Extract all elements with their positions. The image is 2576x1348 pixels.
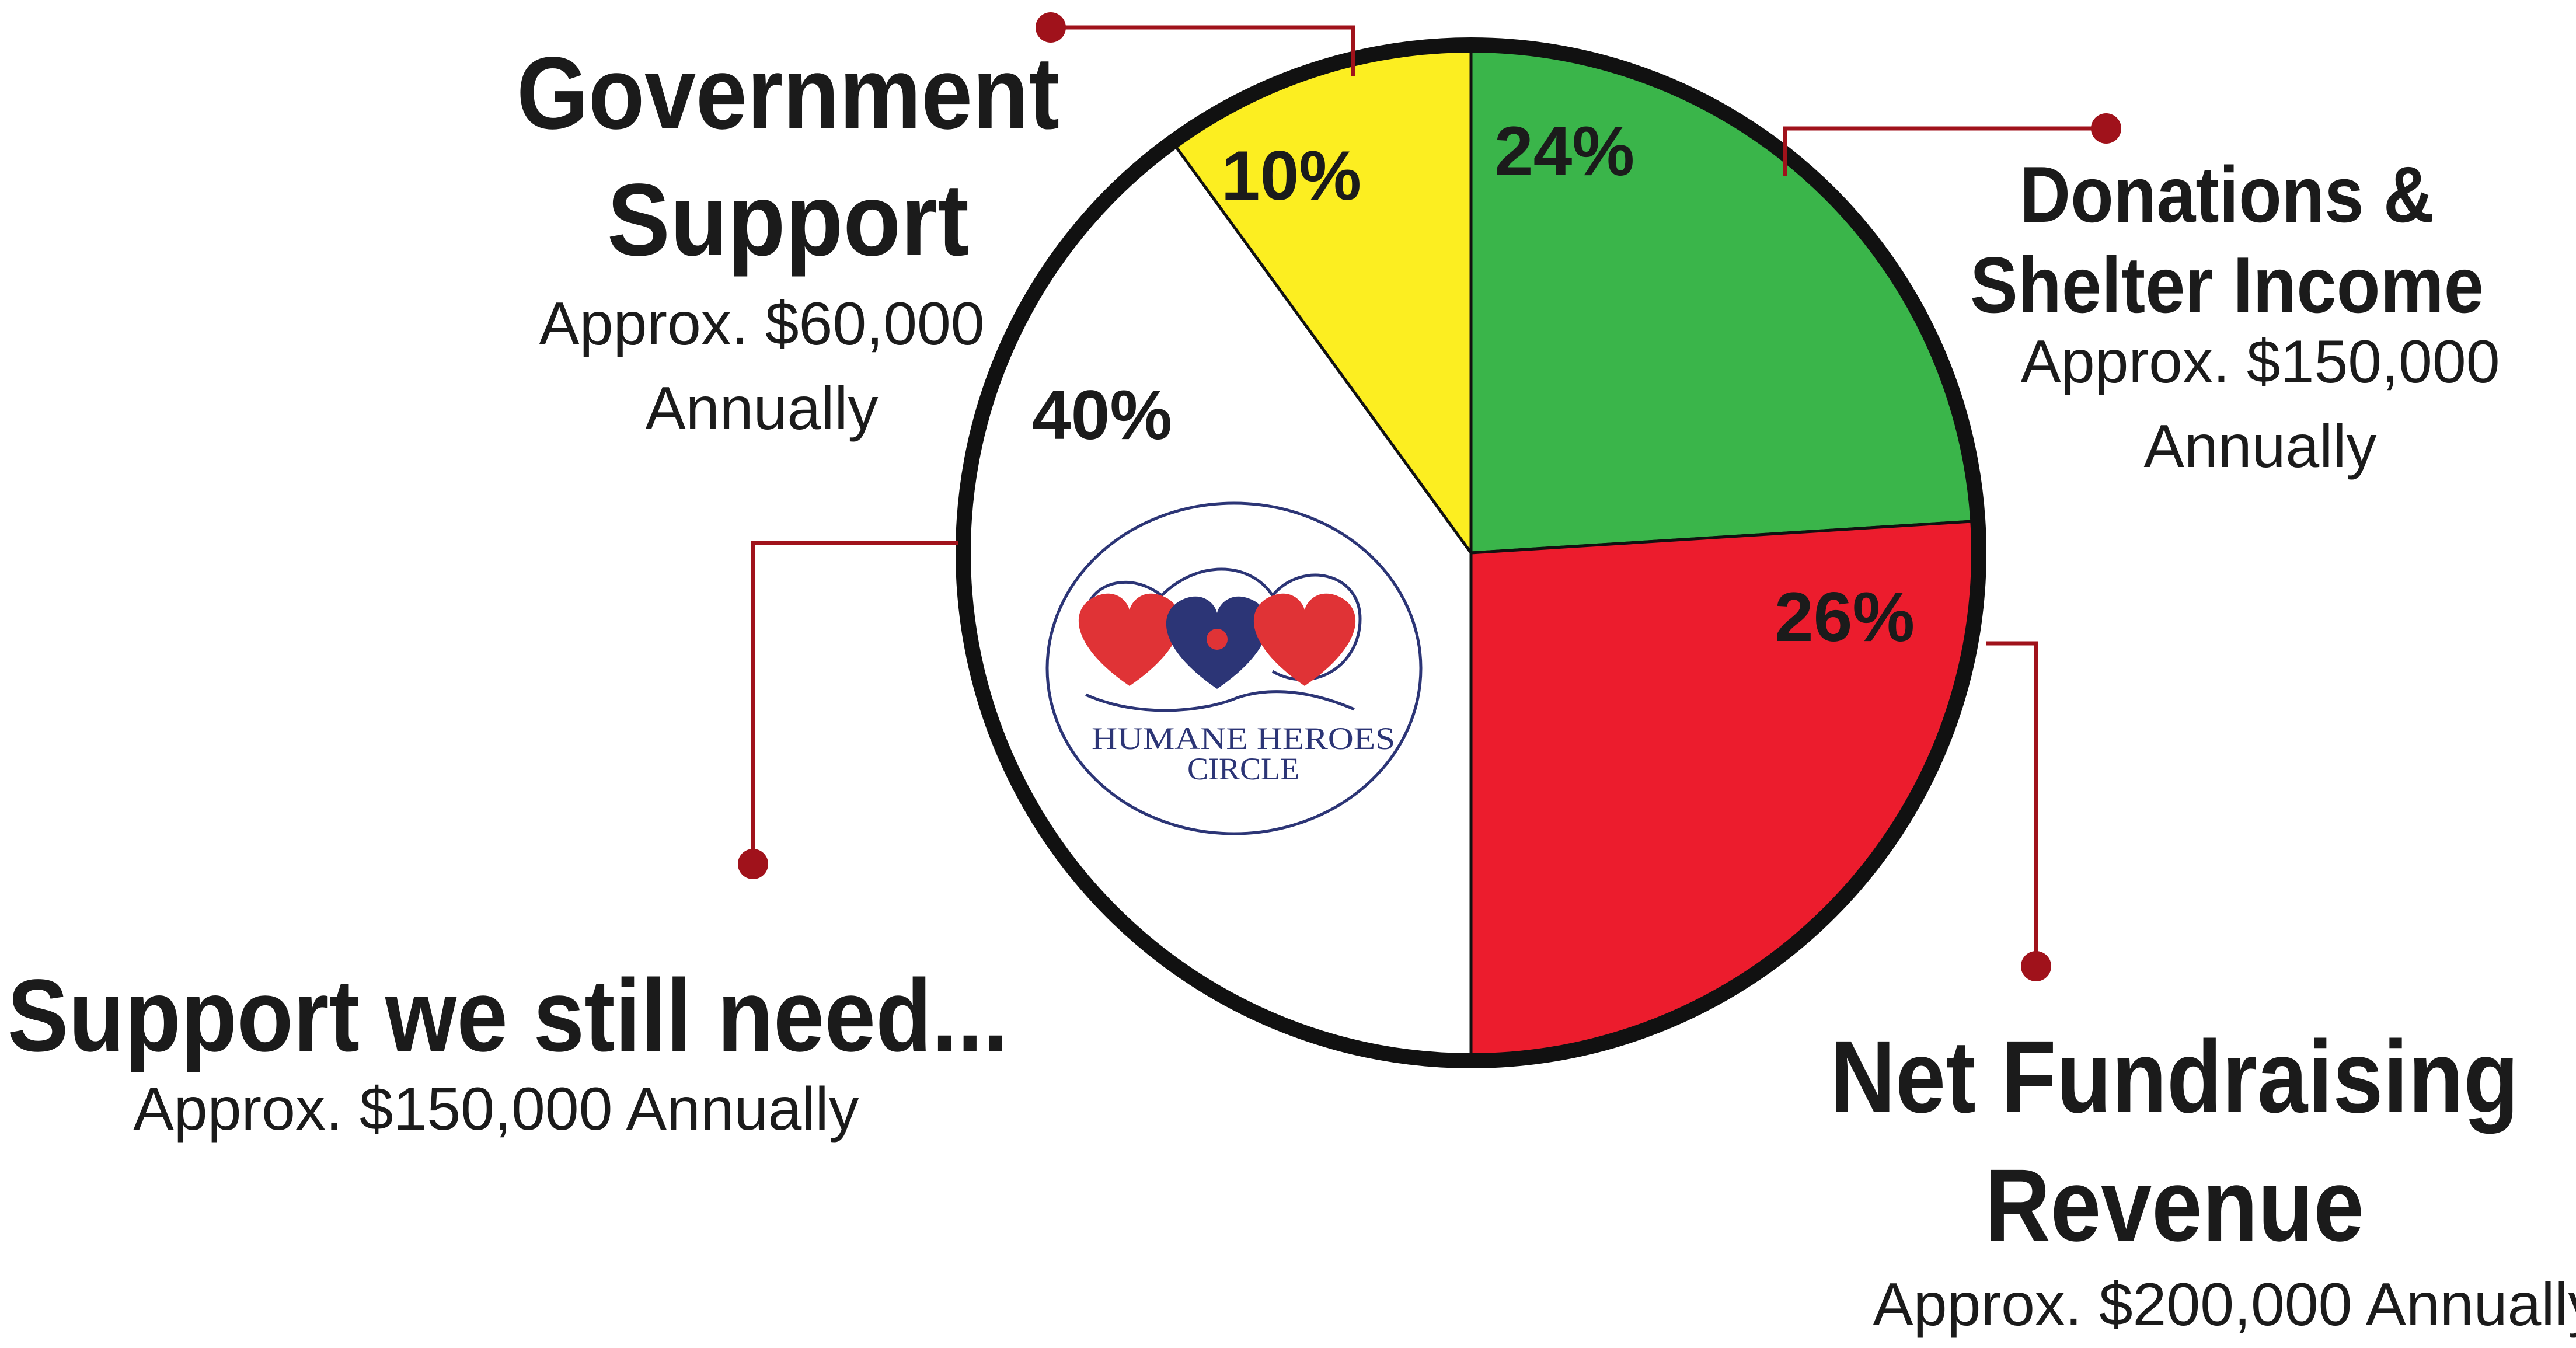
label-donations-title-1: Donations & [2020,150,2434,239]
logo-ring [1045,501,1423,835]
label-donations-detail-2: Annually [2144,413,2377,480]
logo-underline [1085,690,1355,712]
leader-dot-fundraising [2021,951,2051,981]
leader-line-donations [1783,126,2106,176]
label-government-title-2: Support [607,163,969,277]
leader-line-government [1051,25,1355,76]
leader-dot-need [738,849,768,879]
label-government: Government Support Approx. $60,000 Annua… [517,36,1059,443]
label-government-title-1: Government [517,36,1059,151]
logo-paw-pad-icon [1207,629,1228,650]
label-fundraising-title-1: Net Fundraising [1830,1020,2519,1134]
label-need-title-1: Support we still need... [8,959,1009,1073]
label-need-detail-1: Approx. $150,000 Annually [133,1075,859,1143]
logo-heart-dog-icon [1078,593,1181,686]
pie-slices [961,43,1981,1063]
logo-heart-cat-icon [1253,593,1356,686]
pct-label-need: 40% [1032,376,1172,454]
leader-line-need [751,541,958,864]
label-donations-title-2: Shelter Income [1970,241,2484,329]
logo-text-line1: HUMANE HEROES [1092,721,1395,756]
pie-outline [956,37,1986,1068]
label-fundraising-title-2: Revenue [1985,1148,2364,1263]
label-donations-detail-1: Approx. $150,000 [2020,328,2500,396]
pct-label-fundraising: 26% [1775,578,1915,656]
leader-line-fundraising [1986,641,2038,966]
leader-dot-donations [2091,113,2121,144]
logo-swirl [1084,567,1362,681]
label-need: Support we still need... Approx. $150,00… [8,959,1009,1143]
humane-heroes-logo: HUMANE HEROES CIRCLE [1045,501,1423,835]
leader-dot-government [1036,12,1066,43]
logo-text-line2: CIRCLE [1187,751,1299,786]
label-fundraising: Net Fundraising Revenue Approx. $200,000… [1830,1020,2576,1339]
pct-label-donations: 24% [1494,112,1634,190]
label-government-detail-2: Annually [646,375,879,443]
label-government-detail-1: Approx. $60,000 [539,290,984,358]
label-fundraising-detail-1: Approx. $200,000 Annually [1873,1271,2576,1339]
label-donations: Donations & Shelter Income Approx. $150,… [1970,150,2500,480]
pct-label-government: 10% [1221,137,1361,215]
leader-lines [738,12,2121,981]
